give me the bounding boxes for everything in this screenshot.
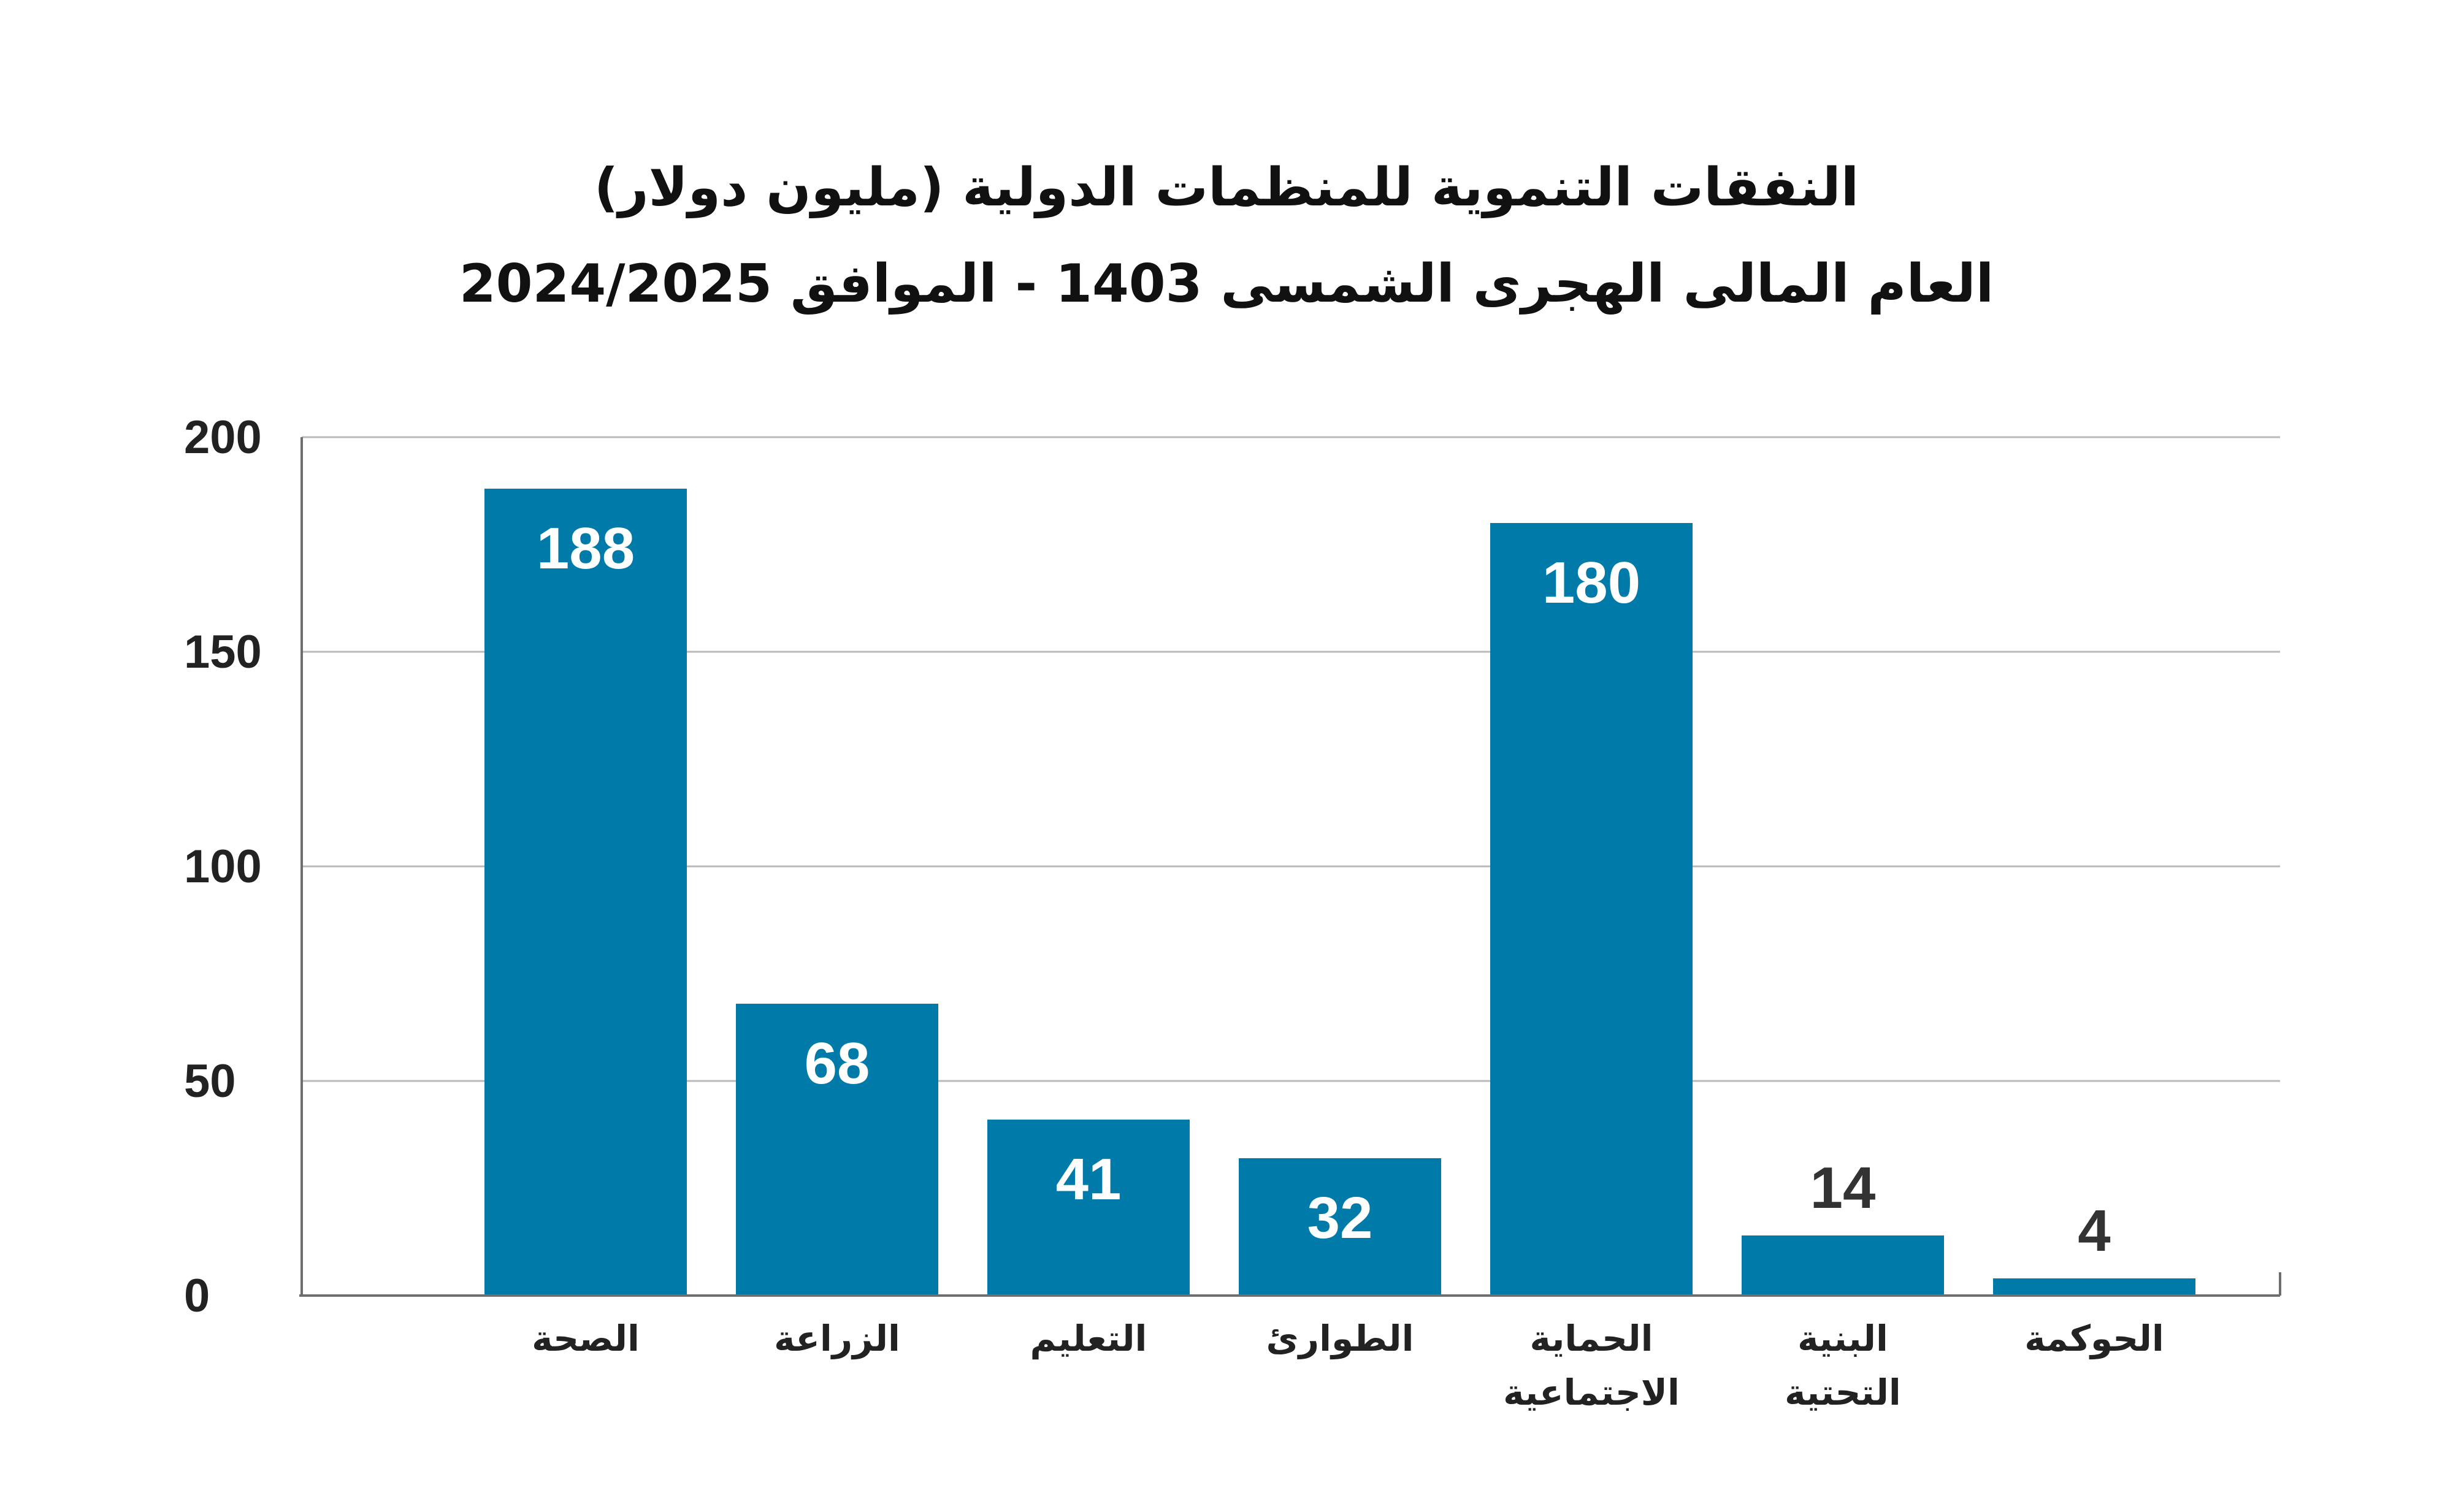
- x-tick-label: التحتية: [1785, 1372, 1901, 1413]
- chart-title: النفقات التنموية للمنظمات الدولية (مليون…: [459, 157, 1994, 315]
- x-tick-label: الطوارئ: [1266, 1318, 1414, 1360]
- data-label: 32: [1307, 1185, 1373, 1251]
- x-axis-ticks: الصحة الزراعة التعليم الطوارئ الحماية الاجتما…: [532, 1318, 2164, 1413]
- y-tick-label: 0: [184, 1270, 210, 1322]
- x-tick-label: الحوكمة: [2024, 1318, 2164, 1360]
- data-labels: 188 68 41 32 180 14 4: [537, 516, 2111, 1264]
- data-label: 180: [1542, 550, 1640, 616]
- x-tick-label: الصحة: [532, 1318, 640, 1359]
- chart-subtitle: العام المالى الهجرى الشمسى 1403 - المواف…: [459, 253, 1994, 315]
- chart-title-line: النفقات التنموية للمنظمات الدولية (مليون…: [594, 157, 1859, 218]
- y-tick-label: 200: [184, 411, 262, 464]
- y-tick-label: 100: [184, 841, 262, 893]
- bar: [1490, 523, 1693, 1296]
- data-label: 41: [1056, 1147, 1122, 1212]
- bar: [1742, 1235, 1944, 1296]
- x-tick-label: الزراعة: [774, 1318, 900, 1360]
- bar: [736, 1004, 938, 1296]
- bar: [1239, 1158, 1441, 1296]
- bar: [987, 1120, 1190, 1296]
- data-label: 188: [537, 516, 635, 581]
- y-tick-label: 150: [184, 626, 262, 678]
- data-label: 68: [805, 1031, 870, 1096]
- axes: [299, 437, 2281, 1297]
- bars: [484, 489, 2195, 1296]
- bar: [484, 489, 687, 1296]
- y-tick-label: 50: [184, 1055, 236, 1107]
- y-axis-ticks: 0 50 100 150 200: [184, 411, 262, 1322]
- x-tick-label: البنية: [1797, 1318, 1888, 1359]
- data-label: 14: [1810, 1155, 1876, 1221]
- data-label: 4: [2078, 1198, 2110, 1264]
- x-tick-label: الحماية: [1529, 1318, 1653, 1359]
- bar: [1993, 1278, 2195, 1296]
- x-tick-label: التعليم: [1030, 1318, 1147, 1359]
- x-tick-label: الاجتماعية: [1503, 1372, 1680, 1413]
